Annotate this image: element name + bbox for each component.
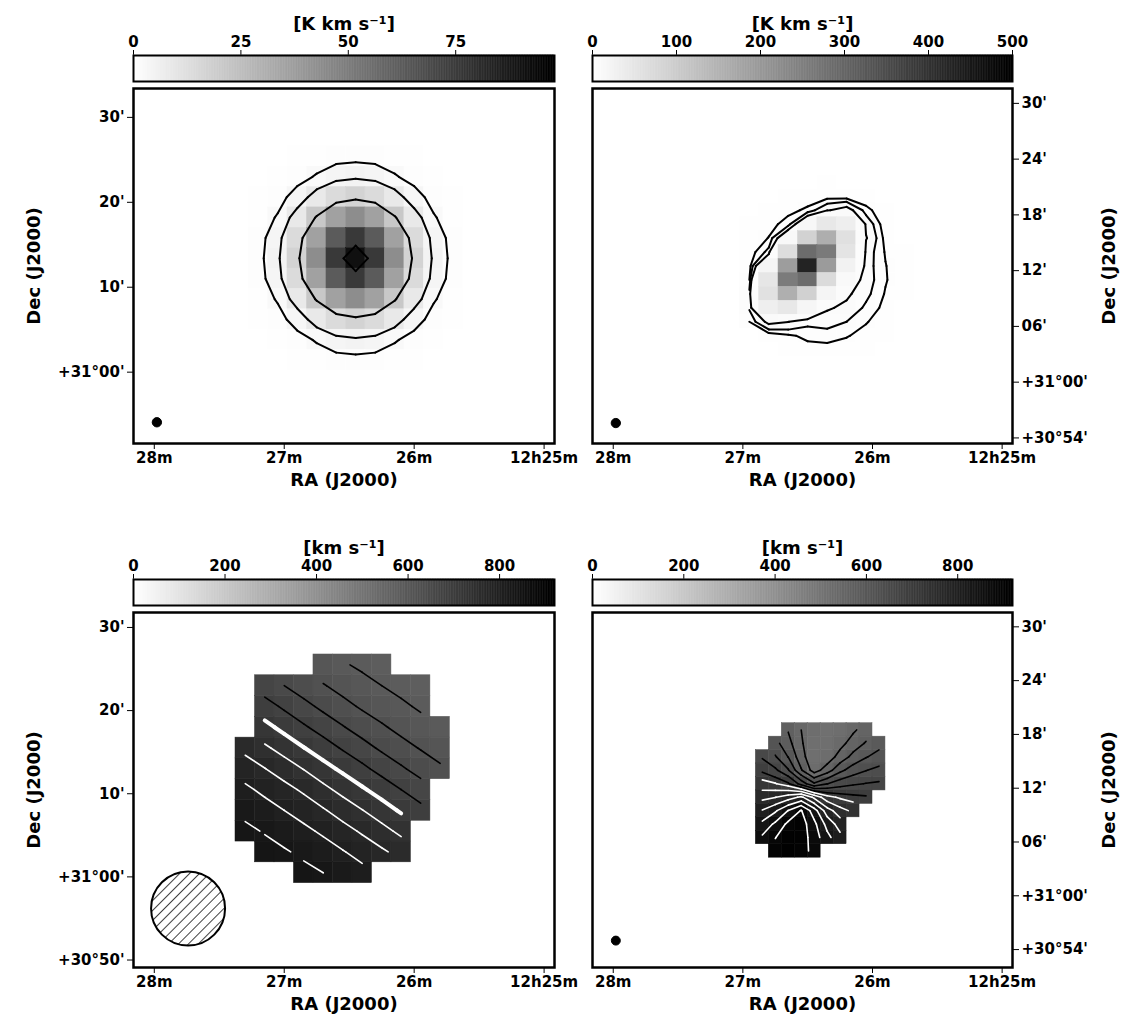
svg-text:0: 0 — [128, 33, 138, 51]
svg-text:30': 30' — [1022, 94, 1047, 112]
svg-text:18': 18' — [1022, 725, 1047, 743]
svg-text:+31°00': +31°00' — [1022, 887, 1088, 905]
svg-text:[km s⁻¹]: [km s⁻¹] — [303, 537, 385, 558]
svg-text:26m: 26m — [854, 449, 891, 467]
svg-text:27m: 27m — [725, 973, 762, 991]
svg-text:200: 200 — [668, 557, 699, 575]
svg-text:12h25m: 12h25m — [968, 449, 1036, 467]
svg-text:Dec (J2000): Dec (J2000) — [1098, 731, 1119, 848]
svg-text:12h25m: 12h25m — [510, 973, 578, 991]
svg-text:28m: 28m — [136, 449, 173, 467]
svg-text:+30°54': +30°54' — [1022, 940, 1088, 958]
svg-text:27m: 27m — [266, 449, 303, 467]
svg-text:20': 20' — [99, 193, 124, 211]
svg-text:26m: 26m — [396, 973, 433, 991]
svg-text:10': 10' — [99, 785, 124, 803]
svg-text:10': 10' — [99, 278, 124, 296]
svg-text:800: 800 — [942, 557, 973, 575]
svg-text:0: 0 — [587, 557, 597, 575]
svg-text:12': 12' — [1022, 779, 1047, 797]
svg-text:26m: 26m — [854, 973, 891, 991]
svg-text:12': 12' — [1022, 261, 1047, 279]
svg-text:28m: 28m — [595, 973, 632, 991]
svg-text:RA (J2000): RA (J2000) — [749, 469, 856, 490]
svg-text:+30°54': +30°54' — [1022, 429, 1088, 447]
svg-text:06': 06' — [1022, 317, 1047, 335]
svg-text:400: 400 — [759, 557, 790, 575]
svg-text:RA (J2000): RA (J2000) — [290, 469, 397, 490]
svg-text:RA (J2000): RA (J2000) — [290, 993, 397, 1014]
svg-text:0: 0 — [128, 557, 138, 575]
svg-text:+31°00': +31°00' — [58, 363, 124, 381]
svg-text:Dec (J2000): Dec (J2000) — [23, 731, 44, 848]
svg-text:[K km s⁻¹]: [K km s⁻¹] — [293, 13, 395, 34]
svg-text:400: 400 — [301, 557, 332, 575]
svg-text:200: 200 — [209, 557, 240, 575]
svg-text:400: 400 — [913, 33, 944, 51]
svg-text:0: 0 — [587, 33, 597, 51]
svg-text:24': 24' — [1022, 671, 1047, 689]
svg-text:20': 20' — [99, 701, 124, 719]
svg-text:600: 600 — [392, 557, 423, 575]
svg-text:75: 75 — [445, 33, 466, 51]
svg-text:27m: 27m — [725, 449, 762, 467]
svg-text:50: 50 — [338, 33, 359, 51]
svg-text:28m: 28m — [136, 973, 173, 991]
svg-text:[km s⁻¹]: [km s⁻¹] — [762, 537, 844, 558]
svg-text:200: 200 — [745, 33, 776, 51]
svg-text:Dec (J2000): Dec (J2000) — [1098, 207, 1119, 324]
svg-text:300: 300 — [829, 33, 860, 51]
svg-text:12h25m: 12h25m — [968, 973, 1036, 991]
svg-text:100: 100 — [661, 33, 692, 51]
svg-text:RA (J2000): RA (J2000) — [749, 993, 856, 1014]
svg-text:12h25m: 12h25m — [510, 449, 578, 467]
svg-text:25: 25 — [230, 33, 251, 51]
svg-text:[K km s⁻¹]: [K km s⁻¹] — [752, 13, 854, 34]
svg-text:500: 500 — [997, 33, 1028, 51]
svg-text:06': 06' — [1022, 833, 1047, 851]
svg-text:+31°00': +31°00' — [1022, 373, 1088, 391]
svg-text:30': 30' — [1022, 618, 1047, 636]
svg-text:800: 800 — [484, 557, 515, 575]
svg-text:26m: 26m — [396, 449, 433, 467]
svg-text:24': 24' — [1022, 150, 1047, 168]
svg-text:30': 30' — [99, 108, 124, 126]
svg-text:27m: 27m — [266, 973, 303, 991]
svg-text:+30°50': +30°50' — [58, 951, 124, 969]
svg-text:18': 18' — [1022, 206, 1047, 224]
svg-text:28m: 28m — [595, 449, 632, 467]
svg-text:30': 30' — [99, 618, 124, 636]
svg-text:Dec (J2000): Dec (J2000) — [23, 207, 44, 324]
svg-text:+31°00': +31°00' — [58, 868, 124, 886]
svg-text:600: 600 — [851, 557, 882, 575]
